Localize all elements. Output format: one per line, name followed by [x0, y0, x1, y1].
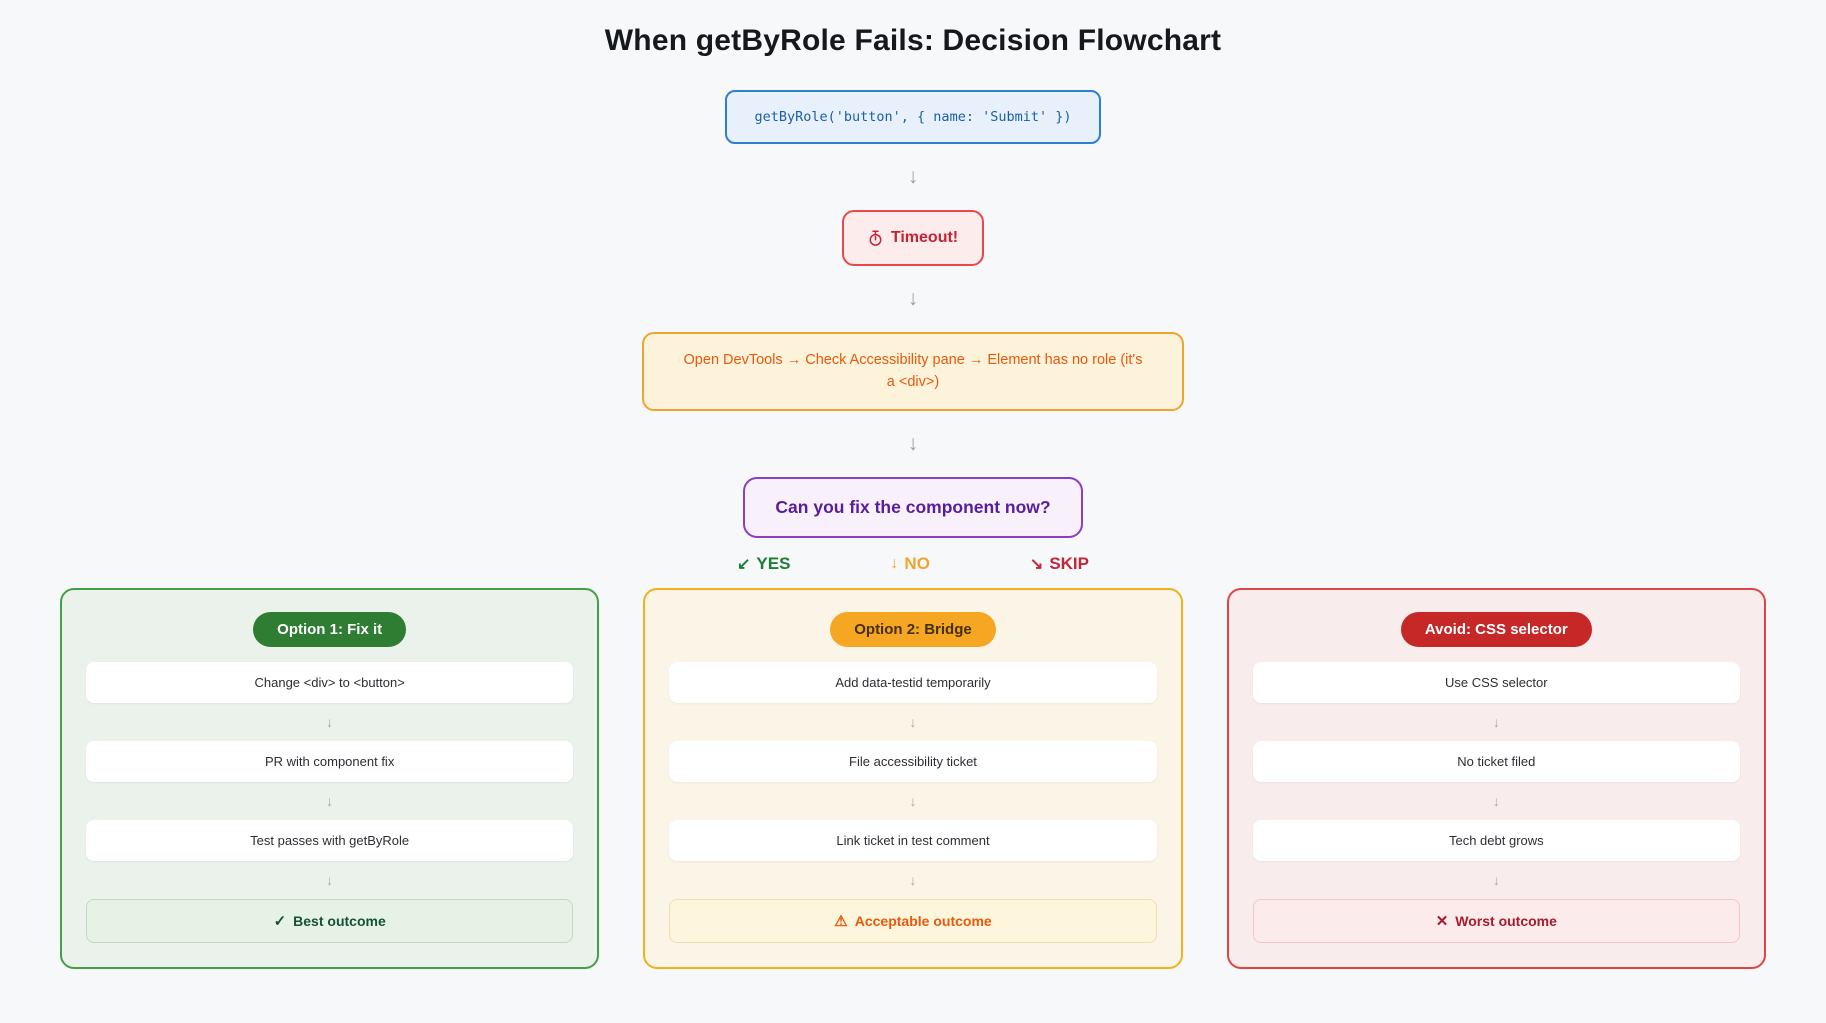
- decision-question-label: Can you fix the component now?: [775, 496, 1051, 517]
- step-arrow-icon: ↓: [1492, 713, 1500, 730]
- step-arrow-icon: ↓: [1492, 871, 1500, 888]
- option-2-step: File accessibility ticket: [669, 740, 1157, 782]
- step-arrow-icon: ↓: [326, 713, 334, 730]
- timeout-label: Timeout!: [890, 229, 959, 246]
- step-arrow-icon: ↓: [909, 713, 917, 730]
- flow-arrow-icon: ↓: [907, 287, 919, 310]
- option-1-step: PR with component fix: [86, 740, 574, 782]
- timeout-node: Timeout!: [841, 210, 985, 266]
- avoid-step: Use CSS selector: [1252, 661, 1740, 703]
- avoid-step: Tech debt grows: [1252, 819, 1740, 861]
- option-1-step: Test passes with getByRole: [86, 819, 574, 861]
- step-arrow-icon: ↓: [1492, 792, 1500, 809]
- worst-outcome-box: ✕ Worst outcome: [1252, 898, 1740, 943]
- warning-icon: ⚠: [834, 912, 848, 930]
- avoid-header-pill: Avoid: CSS selector: [1400, 611, 1592, 647]
- arrow-down-right-icon: ↘: [1029, 555, 1044, 573]
- decision-flow: getByRole('button', { name: 'Submit' }) …: [0, 90, 1826, 574]
- stopwatch-icon: [868, 230, 883, 246]
- step-arrow-icon: ↓: [326, 871, 334, 888]
- option-2-step: Link ticket in test comment: [669, 819, 1157, 861]
- acceptable-outcome-label: Acceptable outcome: [854, 912, 992, 929]
- flow-arrow-icon: ↓: [907, 431, 919, 455]
- step-arrow-icon: ↓: [909, 792, 917, 809]
- option-2-bridge-card: Option 2: Bridge Add data-testid tempora…: [643, 587, 1183, 969]
- branch-skip-text: SKIP: [1049, 553, 1089, 573]
- option-1-fix-it-card: Option 1: Fix it Change <div> to <button…: [60, 587, 600, 969]
- step-arrow-icon: ↓: [909, 871, 917, 888]
- avoid-step: No ticket filed: [1252, 740, 1740, 782]
- acceptable-outcome-box: ⚠ Acceptable outcome: [669, 898, 1157, 943]
- getbyrole-code-node: getByRole('button', { name: 'Submit' }): [724, 90, 1102, 144]
- branch-labels: ↙ YES ↓ NO ↘ SKIP: [737, 554, 1089, 574]
- cross-icon: ✕: [1435, 912, 1449, 930]
- option-2-step: Add data-testid temporarily: [669, 661, 1157, 703]
- branch-no-label: ↓ NO: [890, 554, 930, 574]
- option-2-header-pill: Option 2: Bridge: [830, 611, 996, 647]
- code-text: getByRole('button', { name: 'Submit' }): [754, 109, 1072, 125]
- branch-no-text: NO: [904, 553, 930, 573]
- arrow-down-left-icon: ↙: [737, 555, 751, 573]
- branch-yes-text: YES: [756, 553, 791, 573]
- flow-arrow-icon: ↓: [907, 165, 919, 188]
- best-outcome-box: ✓ Best outcome: [86, 898, 574, 943]
- devtools-check-text: Open DevTools → Check Accessibility pane…: [683, 352, 1143, 391]
- option-1-step: Change <div> to <button>: [86, 661, 574, 703]
- worst-outcome-label: Worst outcome: [1455, 912, 1557, 929]
- best-outcome-label: Best outcome: [293, 912, 386, 929]
- page-title: When getByRole Fails: Decision Flowchart: [604, 24, 1222, 57]
- devtools-check-node: Open DevTools → Check Accessibility pane…: [642, 332, 1184, 411]
- step-arrow-icon: ↓: [326, 792, 334, 809]
- branch-yes-label: ↙ YES: [737, 554, 790, 574]
- arrow-down-icon: ↓: [890, 554, 899, 572]
- option-cards: Option 1: Fix it Change <div> to <button…: [0, 587, 1826, 969]
- avoid-css-selector-card: Avoid: CSS selector Use CSS selector ↓ N…: [1226, 587, 1766, 969]
- option-1-header-pill: Option 1: Fix it: [253, 611, 407, 647]
- branch-skip-label: ↘ SKIP: [1030, 554, 1089, 574]
- check-icon: ✓: [273, 912, 287, 930]
- decision-question-node: Can you fix the component now?: [743, 476, 1083, 538]
